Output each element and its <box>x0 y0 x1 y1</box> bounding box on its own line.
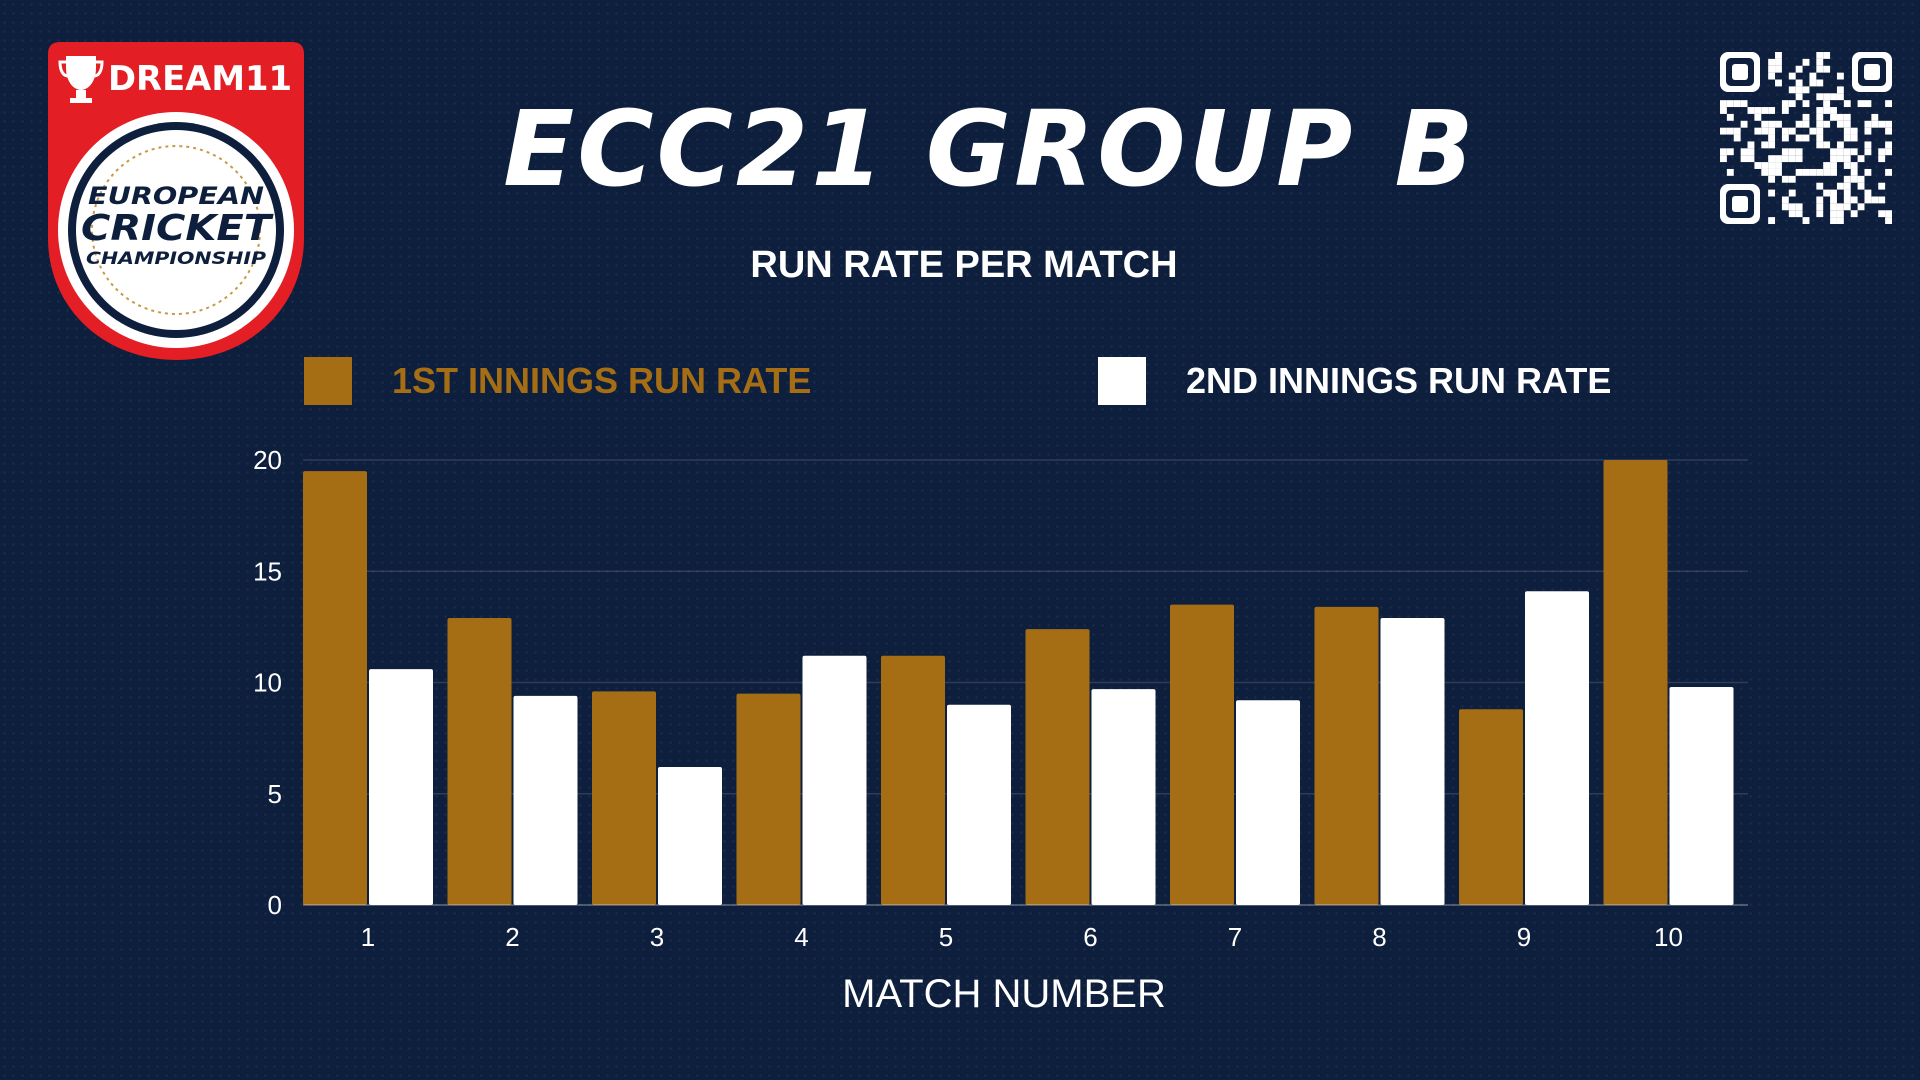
bar-second-innings-match-3 <box>658 767 722 905</box>
y-tick-label-2: 10 <box>253 668 282 698</box>
legend-label-first-innings: 1ST INNINGS RUN RATE <box>392 360 812 401</box>
y-tick-label-3: 15 <box>253 556 282 586</box>
x-tick-label-10: 10 <box>1654 922 1683 952</box>
bar-second-innings-match-5 <box>947 704 1011 905</box>
trophy-icon <box>58 56 104 103</box>
logo-brand: DREAM11 <box>108 59 292 99</box>
bar-second-innings-match-7 <box>1236 700 1300 905</box>
bar-first-innings-match-5 <box>881 655 945 905</box>
bar-second-innings-match-9 <box>1525 591 1589 905</box>
logo-line2: CRICKET <box>81 208 274 249</box>
bar-first-innings-match-1 <box>303 471 367 905</box>
x-tick-label-5: 5 <box>939 922 953 952</box>
chart-title: RUN RATE PER MATCH <box>750 244 1178 286</box>
legend-item-first-innings: 1ST INNINGS RUN RATE <box>304 356 811 406</box>
bar-first-innings-match-10 <box>1603 460 1668 905</box>
bar-second-innings-match-8 <box>1380 617 1445 905</box>
bar-first-innings-match-8 <box>1314 606 1379 905</box>
bar-second-innings-match-4 <box>802 655 867 905</box>
bar-second-innings-match-2 <box>513 695 578 905</box>
legend-label-second-innings: 2ND INNINGS RUN RATE <box>1186 360 1612 401</box>
logo-line1: EUROPEAN <box>88 182 264 210</box>
x-tick-label-8: 8 <box>1372 922 1386 952</box>
ecc-logo: DREAM11 EUROPEAN CRICKET CHAMPIONSHIP <box>48 42 304 360</box>
bar-second-innings-match-6 <box>1091 689 1156 905</box>
x-tick-label-7: 7 <box>1228 922 1242 952</box>
qr-code <box>1720 52 1892 224</box>
bar-second-innings-match-1 <box>369 669 433 905</box>
bar-first-innings-match-6 <box>1025 629 1090 905</box>
x-tick-label-2: 2 <box>505 922 519 952</box>
x-tick-label-1: 1 <box>361 922 375 952</box>
y-tick-label-4: 20 <box>253 445 282 475</box>
x-tick-label-3: 3 <box>650 922 664 952</box>
x-tick-label-4: 4 <box>794 922 808 952</box>
bar-first-innings-match-3 <box>592 691 656 905</box>
x-tick-label-9: 9 <box>1517 922 1531 952</box>
legend-swatch-second-innings <box>1098 357 1146 405</box>
bar-first-innings-match-7 <box>1170 604 1234 905</box>
x-tick-label-6: 6 <box>1083 922 1097 952</box>
bar-first-innings-match-4 <box>736 693 801 905</box>
logo-line3: CHAMPIONSHIP <box>86 249 267 269</box>
y-tick-label-0: 0 <box>268 890 282 920</box>
y-tick-label-1: 5 <box>268 779 282 809</box>
bar-first-innings-match-9 <box>1459 709 1523 905</box>
legend-item-second-innings: 2ND INNINGS RUN RATE <box>1098 356 1611 406</box>
legend-swatch-first-innings <box>304 357 352 405</box>
page-title: ECC21 GROUP B <box>503 88 1477 210</box>
bar-second-innings-match-10 <box>1669 686 1734 905</box>
x-axis-label: MATCH NUMBER <box>842 972 1166 1016</box>
bar-first-innings-match-2 <box>447 617 512 905</box>
